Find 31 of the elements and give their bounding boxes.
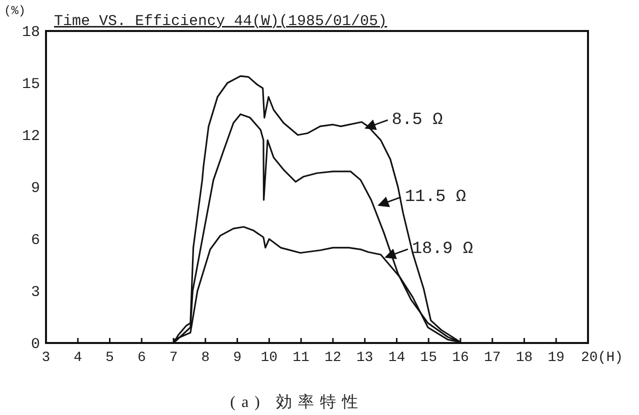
x-tick-label: 17: [484, 350, 501, 366]
annotation: 8.5 Ω: [392, 111, 443, 130]
chart-title: Time VS. Efficiency 44(W)(1985/01/05): [54, 13, 388, 30]
x-tick-label: 4: [74, 350, 82, 366]
x-tick-label: 8: [201, 350, 210, 366]
x-tick-label: 3: [42, 350, 50, 366]
x-tick-label: 9: [233, 350, 242, 366]
annotation: 18.9 Ω: [412, 240, 474, 260]
x-tick-label: 6: [137, 350, 146, 366]
x-tick-label: 19: [548, 350, 565, 366]
x-tick-label: 13: [356, 350, 374, 366]
y-tick-label: 9: [30, 180, 40, 197]
y-axis-title: (%): [4, 4, 26, 18]
x-tick-label: 5: [106, 350, 114, 366]
x-tick-label: 7: [169, 350, 178, 366]
y-tick-label: 3: [30, 284, 40, 301]
y-tick-label: 12: [22, 128, 40, 145]
y-tick-label: 15: [22, 76, 40, 93]
x-tick-label: 15: [420, 350, 437, 366]
y-tick-label: 18: [22, 24, 40, 41]
x-tick-label: 10: [260, 350, 278, 366]
x-tick-label: 14: [388, 350, 406, 366]
text: (a) 効率特性: [230, 393, 364, 411]
y-tick-label: 6: [30, 232, 40, 249]
x-tick-label: 12: [324, 350, 342, 366]
annotation: 11.5 Ω: [404, 188, 466, 208]
y-tick-label: 0: [30, 336, 40, 353]
x-tick-label: 16: [452, 350, 469, 366]
x-tick-label: 11: [292, 350, 310, 366]
x-tick-label: 20(H): [581, 350, 624, 366]
x-tick-label: 18: [516, 350, 533, 366]
